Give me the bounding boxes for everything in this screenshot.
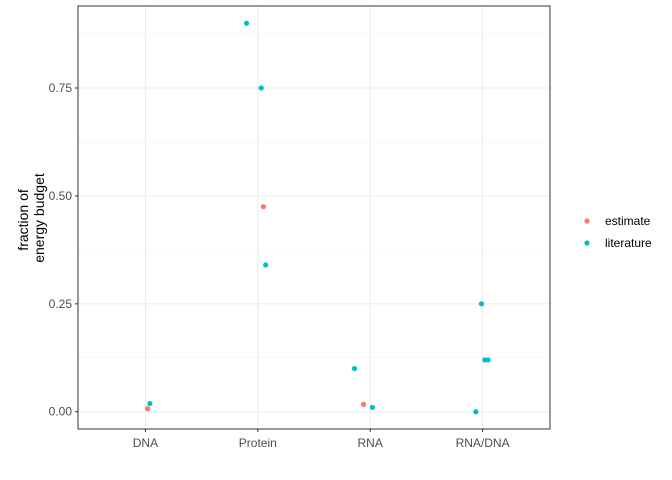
x-tick-label: RNA bbox=[358, 436, 383, 450]
y-tick-label: 0.00 bbox=[49, 405, 73, 419]
grid-layer bbox=[78, 6, 550, 429]
data-point-literature bbox=[473, 409, 479, 415]
data-point-estimate bbox=[260, 204, 267, 210]
data-point-literature bbox=[147, 400, 153, 407]
legend-label-literature: literature bbox=[605, 236, 652, 250]
data-point-literature bbox=[351, 365, 358, 372]
y-tick-label: 0.25 bbox=[49, 297, 73, 311]
data-point-literature bbox=[485, 357, 491, 363]
y-axis-title-line-1: fraction of bbox=[15, 189, 31, 251]
legend: estimate literature bbox=[584, 214, 652, 250]
data-point-literature bbox=[243, 20, 250, 26]
y-axis-title: fraction of energy budget bbox=[15, 173, 47, 263]
y-tick-label: 0.75 bbox=[49, 81, 73, 95]
legend-label-estimate: estimate bbox=[605, 214, 651, 228]
data-point-literature bbox=[263, 262, 269, 268]
y-tick-label: 0.50 bbox=[49, 189, 73, 203]
plot-panel-border bbox=[77, 5, 551, 430]
x-tick-label: Protein bbox=[239, 436, 277, 450]
axis-layer: 0.00 0.25 0.50 0.75 DNA Protein RNA RNA/DNA bbox=[49, 81, 510, 450]
y-axis-title-line-2: energy budget bbox=[31, 173, 47, 263]
x-tick-label: DNA bbox=[133, 436, 158, 450]
x-tick-label: RNA/DNA bbox=[456, 436, 510, 450]
data-point-literature bbox=[478, 301, 485, 307]
legend-key-estimate bbox=[584, 218, 590, 224]
legend-key-literature bbox=[584, 240, 590, 246]
data-point-estimate bbox=[145, 406, 151, 412]
data-point-literature bbox=[258, 85, 264, 91]
data-point-literature bbox=[369, 404, 376, 411]
points-layer bbox=[145, 20, 491, 415]
data-point-estimate bbox=[360, 401, 367, 407]
